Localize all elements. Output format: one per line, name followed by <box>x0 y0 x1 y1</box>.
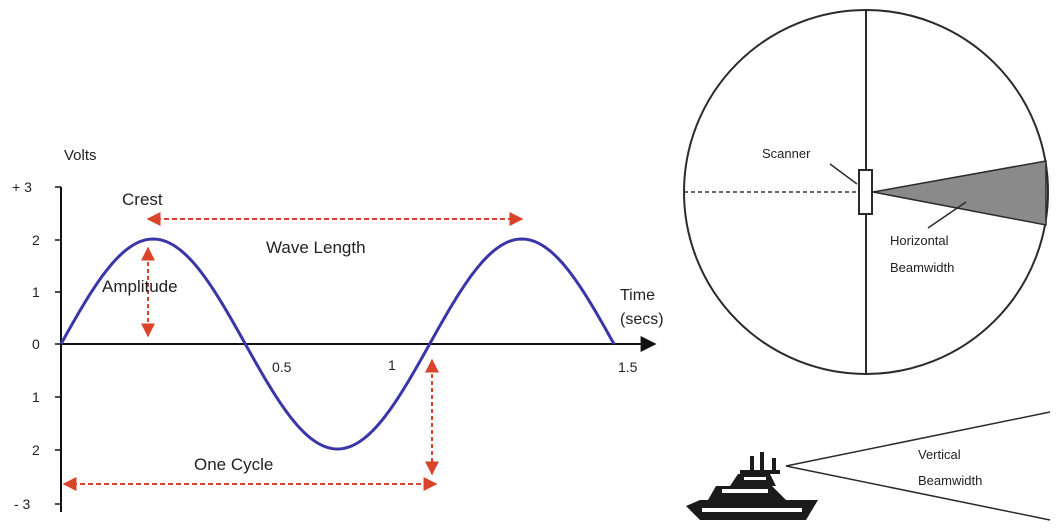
amplitude-label: Amplitude <box>102 277 178 296</box>
wave-length-label: Wave Length <box>266 238 366 257</box>
x-axis-label: Time <box>620 287 655 304</box>
y-tick-label: 2 <box>32 232 40 248</box>
y-tick-label: 0 <box>32 336 40 352</box>
horizontal-beam-diagram: Scanner Horizontal Beamwidth <box>683 9 1049 375</box>
scanner-pointer-line <box>829 163 858 185</box>
boat-icon <box>686 452 818 520</box>
one-cycle-label: One Cycle <box>194 455 273 474</box>
y-axis-ticks <box>55 186 61 505</box>
x-tick-label: 1 <box>388 357 396 373</box>
y-tick-label: 2 <box>32 442 40 458</box>
y-tick-label: - 3 <box>14 496 31 512</box>
y-tick-label: + 3 <box>12 179 32 195</box>
y-axis-label: Volts <box>64 147 97 164</box>
vertical-beam-upper-edge <box>785 411 1051 467</box>
x-tick-label: 0.5 <box>272 359 292 375</box>
vertical-beam-diagram: Vertical Beamwidth <box>686 411 1051 521</box>
y-tick-label: 1 <box>32 284 40 300</box>
horizontal-beamwidth-label: Horizontal <box>890 233 949 248</box>
scanner-label: Scanner <box>762 146 811 161</box>
horizontal-beam-wedge <box>872 160 1047 226</box>
vertical-beam-lower-edge <box>785 465 1051 521</box>
beamwidth-pointer-line <box>927 201 967 229</box>
x-tick-label: 1.5 <box>618 359 638 375</box>
x-axis-unit-label: (secs) <box>620 311 664 328</box>
crest-label: Crest <box>122 190 163 209</box>
sine-wave-chart: Volts + 3 2 1 0 1 2 - 3 0.5 1 1.5 Time (… <box>12 147 664 512</box>
y-tick-label: 1 <box>32 389 40 405</box>
horizontal-beamwidth-label-line2: Beamwidth <box>890 260 954 275</box>
vertical-beamwidth-label-line2: Beamwidth <box>918 473 982 488</box>
vertical-beamwidth-label: Vertical <box>918 447 961 462</box>
scanner-icon <box>858 169 873 215</box>
sine-wave-line <box>59 237 616 451</box>
